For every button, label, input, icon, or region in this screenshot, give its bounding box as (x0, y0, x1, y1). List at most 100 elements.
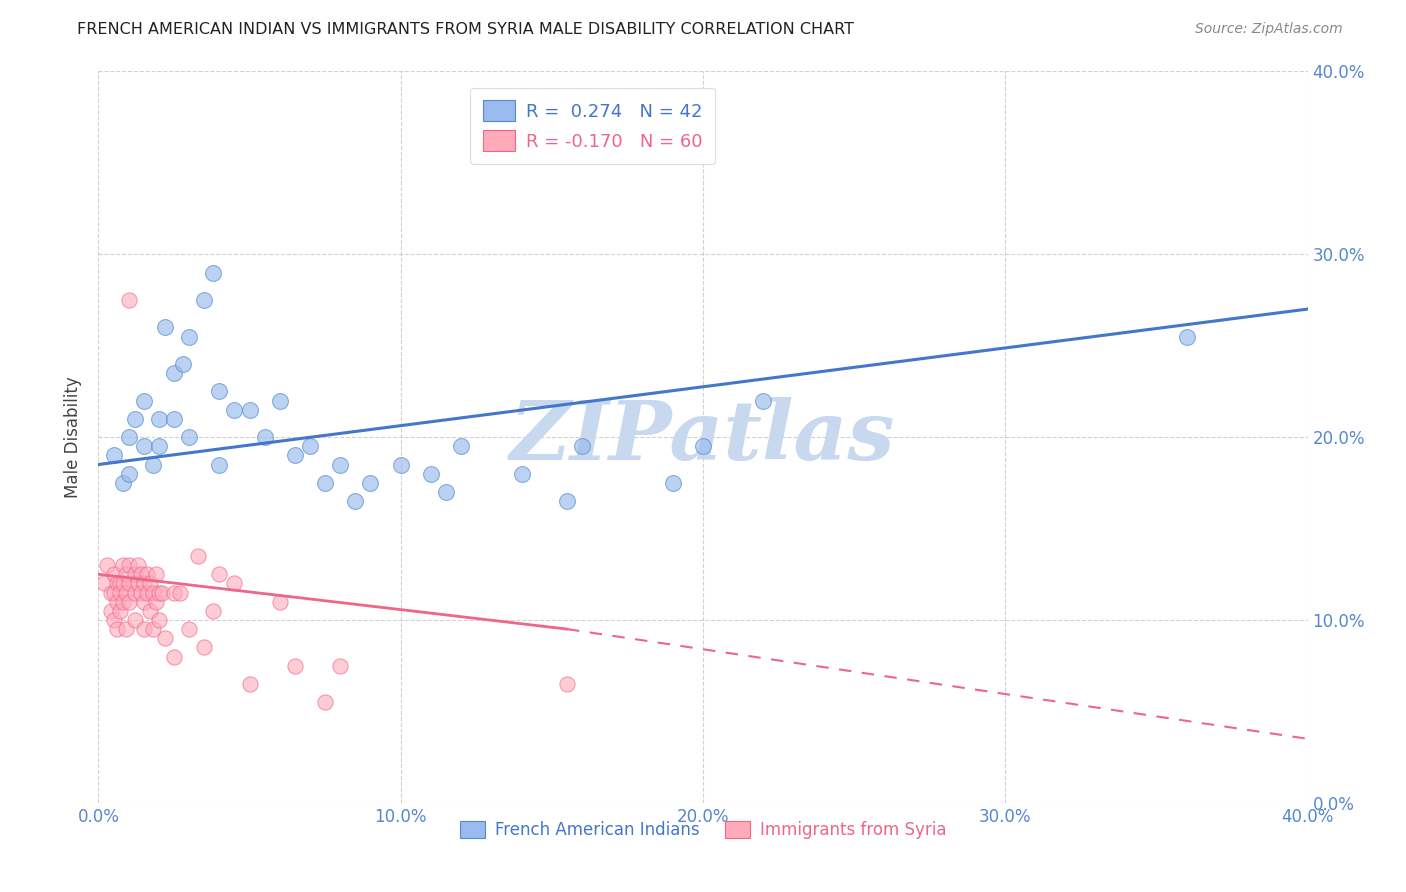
Text: Source: ZipAtlas.com: Source: ZipAtlas.com (1195, 22, 1343, 37)
Point (118, 558, 141, 573)
Point (1175, 329, 1198, 343)
Point (105, 576, 128, 591)
Point (139, 604, 162, 618)
Point (163, 585, 186, 599)
Point (172, 357, 194, 371)
Point (132, 576, 155, 591)
Point (163, 412, 186, 426)
Point (118, 576, 141, 591)
Point (193, 293, 215, 307)
Point (135, 567, 157, 582)
Point (103, 585, 125, 599)
Point (124, 567, 146, 582)
Point (179, 622, 201, 636)
Point (114, 622, 136, 636)
Point (132, 393, 155, 408)
Point (224, 576, 246, 591)
Point (284, 658, 307, 673)
Point (111, 475, 134, 490)
Point (314, 475, 336, 490)
Point (124, 412, 146, 426)
Point (299, 439, 322, 453)
Point (124, 585, 146, 599)
Point (284, 448, 307, 462)
Point (555, 494, 578, 508)
Point (150, 585, 173, 599)
Point (329, 458, 352, 472)
Point (434, 485, 457, 500)
Point (118, 467, 141, 481)
Point (103, 567, 125, 582)
Point (114, 567, 136, 582)
Point (127, 576, 149, 591)
Point (752, 393, 775, 408)
Point (93, 576, 115, 591)
Text: FRENCH AMERICAN INDIAN VS IMMIGRANTS FROM SYRIA MALE DISABILITY CORRELATION CHAR: FRENCH AMERICAN INDIAN VS IMMIGRANTS FRO… (77, 22, 855, 37)
Point (202, 266, 225, 280)
Point (208, 458, 231, 472)
Point (389, 458, 412, 472)
Point (132, 439, 155, 453)
Point (118, 293, 141, 307)
Point (148, 412, 170, 426)
Point (661, 475, 683, 490)
Point (179, 430, 201, 444)
Point (163, 366, 186, 380)
Point (100, 585, 122, 599)
Point (239, 402, 262, 417)
Point (239, 677, 262, 691)
Point (111, 576, 134, 591)
Point (269, 393, 291, 408)
Point (111, 594, 134, 608)
Point (179, 329, 201, 343)
Point (145, 594, 167, 608)
Point (692, 439, 714, 453)
Point (208, 567, 231, 582)
Point (555, 677, 578, 691)
Point (153, 320, 176, 334)
Point (692, 128, 714, 143)
Point (129, 585, 152, 599)
Point (142, 458, 165, 472)
Point (344, 494, 367, 508)
Point (114, 585, 136, 599)
Point (105, 622, 128, 636)
Point (108, 585, 131, 599)
Point (329, 658, 352, 673)
Text: ZIPatlas: ZIPatlas (510, 397, 896, 477)
Point (314, 695, 336, 709)
Point (103, 448, 125, 462)
Point (208, 384, 231, 399)
Y-axis label: Male Disability: Male Disability (65, 376, 83, 498)
Legend: French American Indians, Immigrants from Syria: French American Indians, Immigrants from… (453, 814, 953, 846)
Point (510, 467, 533, 481)
Point (145, 567, 167, 582)
Point (108, 576, 131, 591)
Point (420, 467, 443, 481)
Point (187, 549, 209, 563)
Point (571, 439, 593, 453)
Point (124, 613, 146, 627)
Point (142, 585, 165, 599)
Point (132, 594, 155, 608)
Point (127, 558, 149, 573)
Point (148, 439, 170, 453)
Point (111, 558, 134, 573)
Point (148, 613, 170, 627)
Point (163, 649, 186, 664)
Point (100, 604, 122, 618)
Point (169, 585, 191, 599)
Point (224, 402, 246, 417)
Point (139, 576, 162, 591)
Point (142, 622, 165, 636)
Point (135, 585, 157, 599)
Point (96, 558, 118, 573)
Point (132, 622, 155, 636)
Point (269, 594, 291, 608)
Point (202, 604, 225, 618)
Point (450, 439, 472, 453)
Point (193, 640, 215, 655)
Point (118, 594, 141, 608)
Point (103, 613, 125, 627)
Point (118, 430, 141, 444)
